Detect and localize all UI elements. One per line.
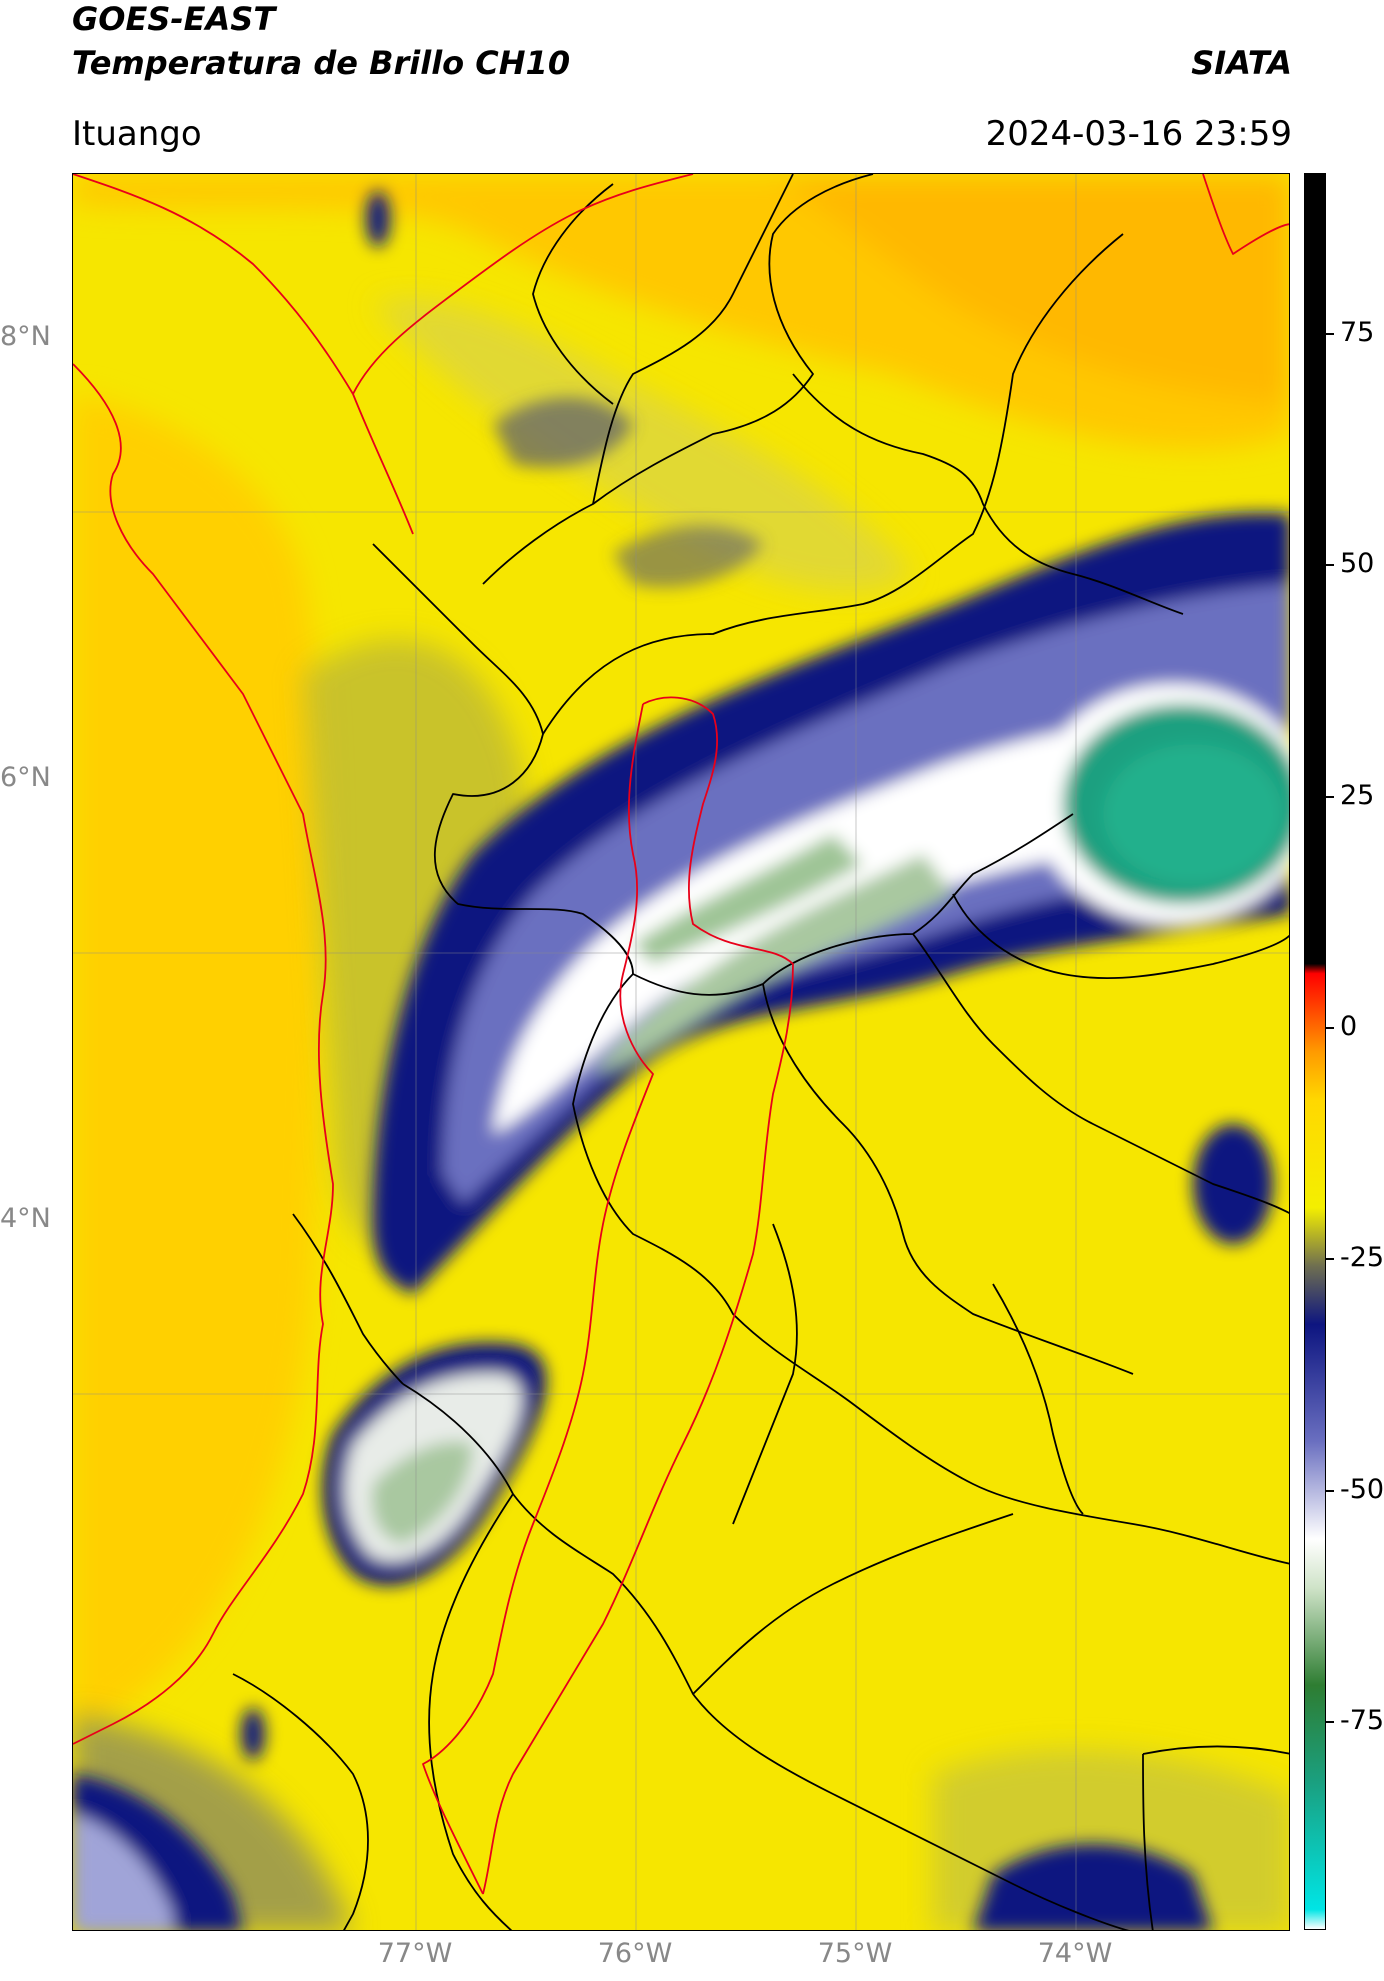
colorbar-label-minus25: -25 bbox=[1340, 1242, 1384, 1273]
agency-label: SIATA bbox=[1191, 44, 1292, 82]
colorbar-label-25: 25 bbox=[1340, 780, 1375, 811]
lon-label-74w: 74°W bbox=[1037, 1938, 1113, 1969]
lat-label-6n: 6°N bbox=[0, 762, 51, 793]
colorbar-label-50: 50 bbox=[1340, 548, 1375, 579]
colorbar-tick bbox=[1326, 1258, 1334, 1260]
colorbar-label-0: 0 bbox=[1340, 1011, 1358, 1042]
lon-label-76w: 76°W bbox=[597, 1938, 673, 1969]
brightness-temperature-map bbox=[72, 173, 1290, 1931]
colorbar-label-minus50: -50 bbox=[1340, 1474, 1384, 1505]
datetime-label: 2024-03-16 23:59 bbox=[985, 114, 1292, 154]
national-boundaries bbox=[73, 174, 1289, 1895]
colorbar-tick bbox=[1326, 1721, 1334, 1723]
colorbar-tick bbox=[1326, 1027, 1334, 1029]
lat-label-8n: 8°N bbox=[0, 321, 51, 352]
regional-boundaries bbox=[232, 174, 1289, 1930]
lon-label-77w: 77°W bbox=[377, 1938, 453, 1969]
product-title: Temperatura de Brillo CH10 bbox=[72, 44, 571, 82]
map-canvas bbox=[73, 174, 1289, 1930]
lat-label-4n: 4°N bbox=[0, 1203, 51, 1234]
colorbar bbox=[1304, 173, 1326, 1930]
lon-label-75w: 75°W bbox=[817, 1938, 893, 1969]
colorbar-label-minus75: -75 bbox=[1340, 1705, 1384, 1736]
colorbar-tick bbox=[1326, 333, 1334, 335]
satellite-title: GOES-EAST bbox=[72, 0, 276, 38]
location-label: Ituango bbox=[72, 114, 202, 154]
colorbar-tick bbox=[1326, 564, 1334, 566]
colorbar-tick bbox=[1326, 1490, 1334, 1492]
cloud-band bbox=[73, 191, 1289, 1930]
colorbar-label-75: 75 bbox=[1340, 317, 1375, 348]
colorbar-tick bbox=[1326, 796, 1334, 798]
